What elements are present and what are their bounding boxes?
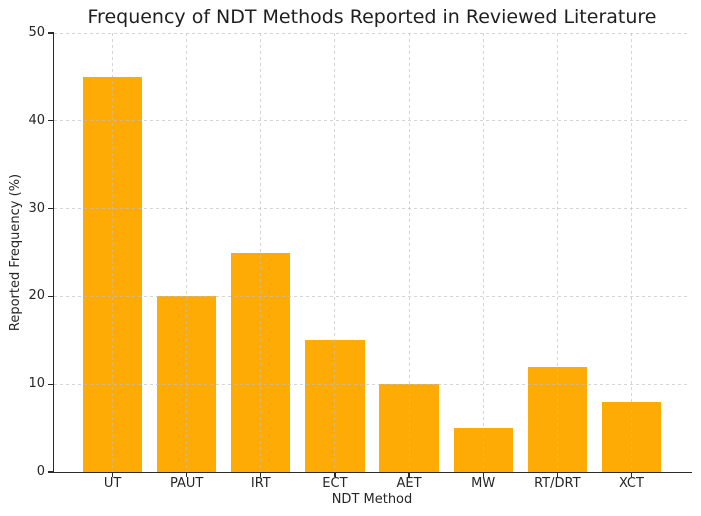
v-gridline [482, 33, 484, 472]
y-tick [47, 471, 54, 473]
x-tick-label: PAUT [169, 476, 204, 491]
y-tick [47, 207, 54, 210]
x-tick [111, 473, 114, 478]
y-tick-label: 40 [28, 112, 45, 128]
x-tick [630, 473, 633, 478]
v-gridline [186, 33, 188, 472]
x-axis-label: NDT Method [331, 492, 413, 507]
x-tick-label: RT/DRT [534, 476, 581, 491]
y-tick-label: 20 [28, 288, 45, 304]
chart-title: Frequency of NDT Methods Reported in Rev… [87, 6, 657, 28]
v-gridline [408, 33, 410, 472]
y-tick [47, 32, 54, 34]
x-tick [334, 473, 336, 478]
x-tick-label: ECT [322, 476, 348, 491]
y-tick-label: 0 [36, 464, 45, 479]
y-axis-label: Reported Frequency (%) [8, 173, 24, 332]
y-tick-label: 50 [28, 25, 45, 40]
h-gridline [54, 295, 690, 297]
x-tick [260, 473, 262, 478]
x-tick-label: XCT [618, 476, 644, 491]
x-tick-label: AET [396, 476, 422, 491]
v-gridline [260, 33, 262, 472]
v-gridline [334, 33, 336, 472]
h-gridline [54, 383, 690, 385]
y-tick [47, 120, 54, 122]
h-gridline [54, 120, 690, 122]
v-gridline [112, 33, 114, 472]
y-tick-label: 10 [28, 376, 45, 392]
x-axis-line [53, 472, 692, 474]
v-gridline [556, 33, 558, 472]
x-tick [482, 473, 484, 478]
plot-area [54, 32, 690, 472]
y-tick [47, 295, 54, 298]
h-gridline [54, 32, 690, 34]
y-axis-label-wrap: Reported Frequency (%) [2, 33, 30, 472]
h-gridline [54, 208, 690, 210]
x-tick-label: MW [471, 476, 496, 491]
x-tick [556, 473, 558, 478]
x-tick-label: IRT [250, 476, 271, 491]
y-tick [47, 383, 54, 385]
x-tick [408, 473, 410, 478]
y-tick-label: 30 [28, 200, 45, 216]
x-tick [186, 473, 188, 478]
v-gridline [630, 33, 632, 472]
x-tick-label: UT [103, 476, 122, 491]
y-axis-line [53, 33, 55, 474]
